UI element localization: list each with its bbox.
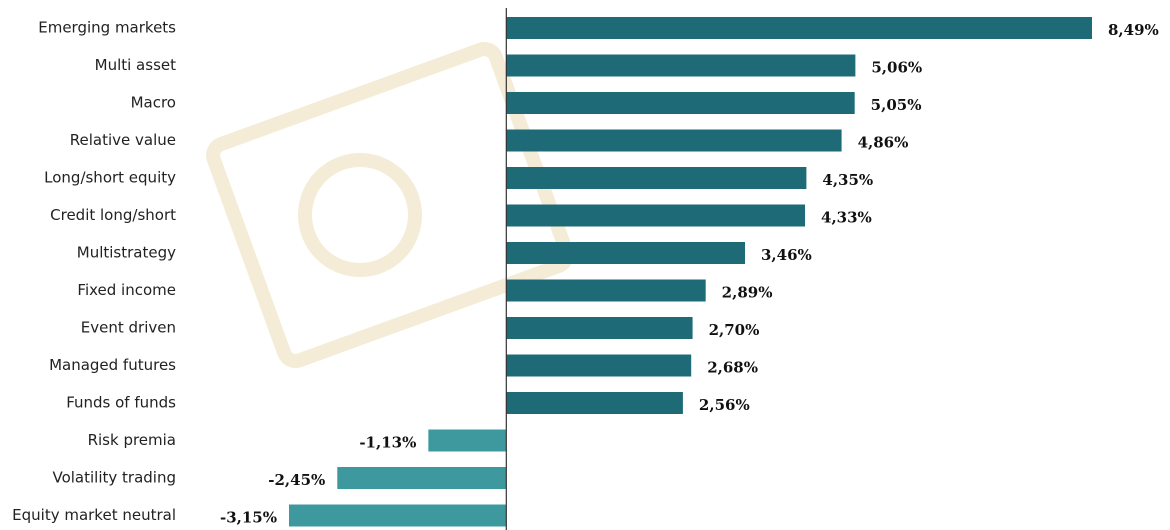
category-label: Equity market neutral	[12, 506, 176, 524]
value-label: 5,06%	[871, 59, 922, 77]
bar	[428, 429, 507, 452]
value-label: -1,13%	[359, 434, 416, 452]
category-label: Risk premia	[88, 431, 176, 449]
bar	[506, 92, 855, 114]
value-label: 2,56%	[699, 396, 750, 414]
value-label: 2,89%	[722, 284, 773, 302]
value-label: 5,05%	[871, 96, 922, 114]
value-label: 2,68%	[707, 359, 758, 377]
watermark	[206, 42, 574, 368]
category-label: Volatility trading	[52, 469, 176, 487]
value-label: 2,70%	[709, 321, 760, 339]
category-label: Credit long/short	[50, 206, 176, 224]
bar	[506, 129, 842, 152]
value-label: 4,86%	[858, 134, 909, 152]
category-label: Funds of funds	[66, 394, 176, 412]
value-label: 4,33%	[821, 209, 872, 227]
value-label: 4,35%	[822, 171, 873, 189]
bar	[337, 467, 507, 489]
bar	[506, 242, 745, 264]
bar	[506, 317, 693, 339]
bar	[506, 167, 807, 189]
bar	[289, 504, 507, 527]
category-label: Macro	[131, 94, 176, 112]
bar	[506, 54, 856, 77]
value-label: 3,46%	[761, 246, 812, 264]
bar	[506, 392, 683, 414]
category-label: Long/short equity	[44, 169, 176, 187]
value-label: -2,45%	[268, 471, 325, 489]
value-label: -3,15%	[220, 509, 277, 527]
category-label: Fixed income	[77, 281, 176, 299]
bar	[506, 17, 1092, 39]
bar	[506, 279, 706, 302]
category-label: Managed futures	[49, 356, 176, 374]
category-label: Event driven	[81, 319, 176, 337]
category-label: Multistrategy	[77, 244, 176, 262]
bar	[506, 354, 692, 377]
bar	[506, 204, 806, 227]
category-label: Emerging markets	[38, 19, 176, 37]
value-label: 8,49%	[1108, 21, 1159, 39]
category-label: Relative value	[70, 131, 176, 149]
category-label: Multi asset	[95, 56, 176, 74]
